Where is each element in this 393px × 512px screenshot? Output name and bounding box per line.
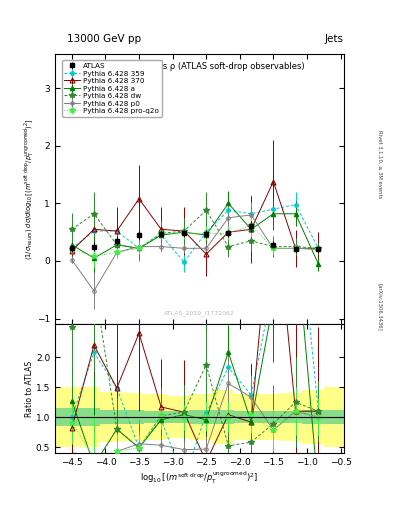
Text: Jets: Jets [325, 33, 344, 44]
Text: [arXiv:1306.3436]: [arXiv:1306.3436] [377, 283, 382, 331]
Text: ATLAS_2019_I1772062: ATLAS_2019_I1772062 [164, 310, 235, 316]
Text: Relative jet mass ρ (ATLAS soft-drop observables): Relative jet mass ρ (ATLAS soft-drop obs… [95, 62, 304, 71]
X-axis label: $\log_{10}[(m^{\rm soft\ drop}/p_{\rm T}^{\rm ungroomed})^2]$: $\log_{10}[(m^{\rm soft\ drop}/p_{\rm T}… [140, 470, 259, 486]
Text: 13000 GeV pp: 13000 GeV pp [67, 33, 141, 44]
Legend: ATLAS, Pythia 6.428 359, Pythia 6.428 370, Pythia 6.428 a, Pythia 6.428 dw, Pyth: ATLAS, Pythia 6.428 359, Pythia 6.428 37… [62, 60, 162, 117]
Y-axis label: Ratio to ATLAS: Ratio to ATLAS [26, 360, 35, 417]
Y-axis label: $(1/\sigma_{\rm resum})\ d\sigma/d\log_{10}[(m^{\rm soft\ drop}/p_{\rm T}^{\rm u: $(1/\sigma_{\rm resum})\ d\sigma/d\log_{… [22, 118, 35, 260]
Text: Rivet 3.1.10, ≥ 3M events: Rivet 3.1.10, ≥ 3M events [377, 130, 382, 198]
